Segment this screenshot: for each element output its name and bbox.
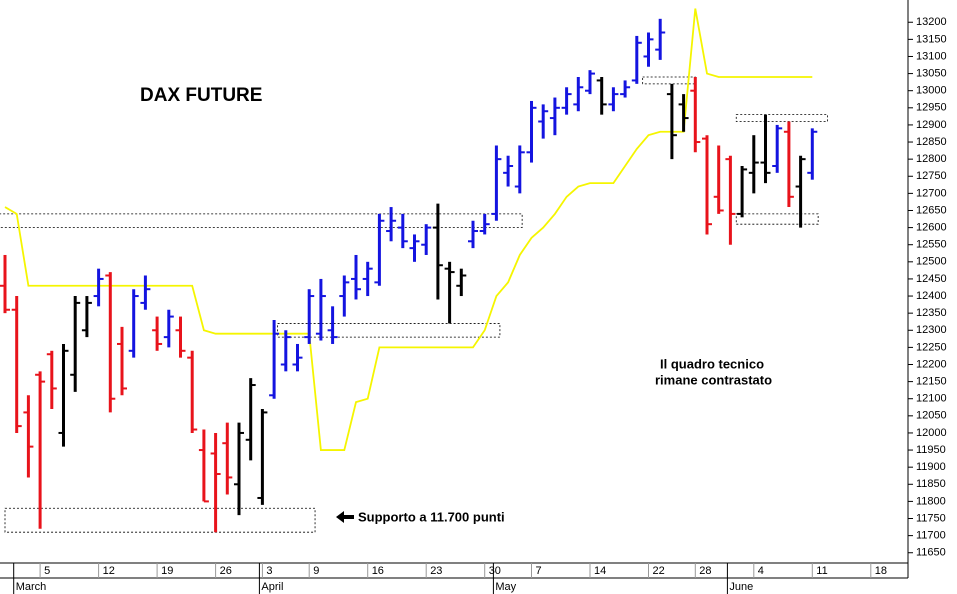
y-tick-label: 12300 <box>916 324 947 336</box>
month-label: May <box>495 581 516 593</box>
y-tick-label: 12350 <box>916 307 947 319</box>
y-tick-label: 12950 <box>916 102 947 114</box>
y-tick-label: 11800 <box>916 495 946 507</box>
y-tick-label: 12250 <box>916 341 947 353</box>
chart-title: DAX FUTURE <box>140 85 262 106</box>
y-tick-label: 11750 <box>916 512 946 524</box>
y-tick-label: 12150 <box>916 376 947 388</box>
zone <box>735 213 819 225</box>
y-tick-label: 12550 <box>916 239 947 251</box>
x-tick-label: 3 <box>266 565 272 577</box>
x-tick-label: 19 <box>161 565 173 577</box>
x-tick-label: 26 <box>220 565 232 577</box>
x-tick-label: 4 <box>758 565 764 577</box>
y-tick-label: 12800 <box>916 153 947 165</box>
y-tick-label: 13150 <box>916 33 947 45</box>
month-label: March <box>16 581 47 593</box>
x-tick-label: 9 <box>313 565 319 577</box>
y-tick-label: 12700 <box>916 187 947 199</box>
y-tick-label: 13050 <box>916 67 947 79</box>
x-tick-label: 22 <box>653 565 665 577</box>
y-tick-label: 12400 <box>916 290 947 302</box>
y-tick-label: 13100 <box>916 50 947 62</box>
annotation: Supporto a 11.700 punti <box>358 509 505 524</box>
y-tick-label: 11650 <box>916 547 946 559</box>
y-tick-label: 13000 <box>916 85 947 97</box>
y-tick-label: 12850 <box>916 136 947 148</box>
x-tick-label: 23 <box>430 565 442 577</box>
x-tick-label: 12 <box>103 565 115 577</box>
annotation: Il quadro tecnico <box>660 356 764 371</box>
x-tick-label: 5 <box>44 565 50 577</box>
y-tick-label: 12500 <box>916 256 947 268</box>
y-tick-label: 12600 <box>916 222 947 234</box>
arrow <box>336 511 354 523</box>
x-tick-label: 11 <box>816 565 827 577</box>
month-label: June <box>729 581 753 593</box>
zone <box>277 323 501 338</box>
y-tick-label: 12200 <box>916 358 947 370</box>
y-tick-label: 11900 <box>916 461 946 473</box>
y-tick-label: 11850 <box>916 478 946 490</box>
y-tick-label: 12000 <box>916 427 947 439</box>
y-tick-label: 12100 <box>916 393 947 405</box>
y-tick-label: 12900 <box>916 119 947 131</box>
zone <box>735 114 828 122</box>
x-tick-label: 18 <box>875 565 887 577</box>
indicator-line <box>4 8 813 451</box>
month-label: April <box>261 581 283 593</box>
y-tick-label: 11950 <box>916 444 946 456</box>
x-tick-label: 28 <box>699 565 711 577</box>
y-tick-label: 12650 <box>916 204 947 216</box>
y-tick-label: 13200 <box>916 16 947 28</box>
annotation: rimane contrastato <box>655 372 772 387</box>
x-tick-label: 14 <box>594 565 606 577</box>
y-tick-label: 12050 <box>916 410 947 422</box>
zone <box>0 213 523 228</box>
y-tick-label: 12450 <box>916 273 947 285</box>
x-tick-label: 7 <box>536 565 542 577</box>
x-tick-label: 30 <box>489 565 501 577</box>
y-tick-label: 12750 <box>916 170 947 182</box>
zone <box>4 507 316 533</box>
x-tick-label: 16 <box>372 565 384 577</box>
y-tick-label: 11700 <box>916 530 946 542</box>
